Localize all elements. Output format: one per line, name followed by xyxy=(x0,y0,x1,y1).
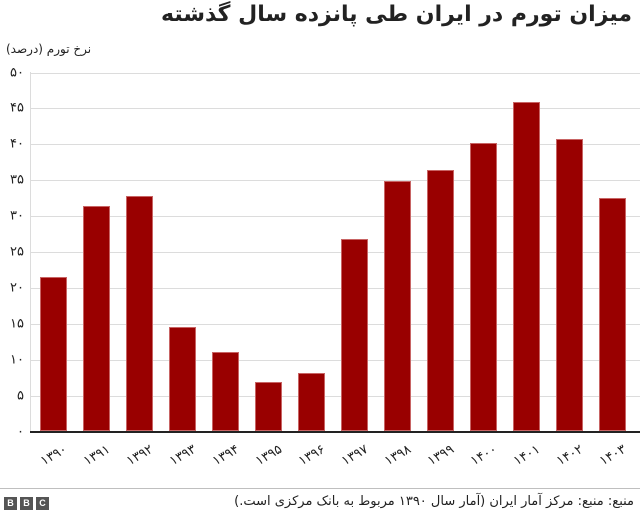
bar-1402 xyxy=(556,139,583,431)
bar-1399 xyxy=(427,170,454,431)
y-tick-label: ۲۰ xyxy=(10,280,24,296)
bar-1396 xyxy=(298,373,325,431)
bar-1393 xyxy=(169,327,196,431)
bar-1398 xyxy=(384,181,411,431)
gridline xyxy=(30,108,640,109)
gridline xyxy=(30,144,640,145)
bbc-logo-letter: C xyxy=(36,497,49,510)
footer-divider xyxy=(0,488,640,489)
x-tick-label: ۱۳۹۳ xyxy=(166,442,199,469)
bbc-logo-letter: B xyxy=(4,497,17,510)
bar-1400 xyxy=(470,142,497,431)
bar-1401 xyxy=(513,101,540,431)
gridline xyxy=(30,216,640,217)
x-tick-label: ۱۴۰۳ xyxy=(596,442,629,469)
gridline xyxy=(30,396,640,397)
x-tick-label: ۱۳۹۴ xyxy=(209,442,242,469)
bar-1391 xyxy=(83,205,110,431)
y-tick-label: ۴۵ xyxy=(10,100,24,116)
gridline xyxy=(30,360,640,361)
x-tick-label: ۱۳۹۷ xyxy=(338,442,371,469)
y-tick-label: ۳۰ xyxy=(10,208,24,224)
bar-1390 xyxy=(40,277,67,431)
y-tick-label: ۱۰ xyxy=(10,352,24,368)
x-tick-label: ۱۳۹۶ xyxy=(295,442,328,469)
gridline xyxy=(30,324,640,325)
y-tick-label: ۰ xyxy=(17,424,24,440)
y-tick-label: ۵۰ xyxy=(10,65,24,80)
x-tick-label: ۱۳۹۸ xyxy=(381,442,414,469)
x-tick-label: ۱۳۹۵ xyxy=(252,442,285,469)
y-axis-label: نرخ تورم (درصد) xyxy=(6,42,92,56)
x-tick-label: ۱۳۹۱ xyxy=(80,442,113,469)
x-tick-label: ۱۴۰۰ xyxy=(467,442,500,469)
y-tick-label: ۵ xyxy=(17,388,24,404)
gridline xyxy=(30,73,640,74)
chart-plot-area: ۰ ۵ ۱۰ ۱۵ ۲۰ ۲۵ ۳۰ ۳۵ ۴۰ ۴۵ ۵۰ ۱۳۹۰ ۱۳۹۱ ۱۳۹۲ ۱۳۹۳ ۱۳۹۴… xyxy=(10,65,640,469)
x-tick-label: ۱۳۹۹ xyxy=(424,442,457,469)
bar-1394 xyxy=(212,352,239,431)
gridline xyxy=(30,180,640,181)
gridline xyxy=(30,252,640,253)
chart-title: میزان تورم در ایران طی پانزده سال گذشته xyxy=(161,2,632,27)
x-tick-label: ۱۳۹۰ xyxy=(37,442,70,469)
y-tick-label: ۴۰ xyxy=(10,136,24,152)
y-tick-label: ۱۵ xyxy=(10,316,24,332)
bbc-logo: B B C xyxy=(4,497,49,510)
y-tick-label: ۳۵ xyxy=(10,172,24,188)
x-tick-label: ۱۳۹۲ xyxy=(123,442,156,469)
bar-1395 xyxy=(255,382,282,431)
bar-1403 xyxy=(599,198,626,431)
bbc-logo-letter: B xyxy=(20,497,33,510)
source-note: منبع: منبع: مرکز آمار ایران (آمار سال ۱۳… xyxy=(234,494,634,509)
x-tick-label: ۱۴۰۱ xyxy=(510,442,543,469)
y-tick-label: ۲۵ xyxy=(10,244,24,260)
bar-1392 xyxy=(126,196,153,431)
gridline xyxy=(30,288,640,289)
x-axis-baseline xyxy=(30,431,640,433)
bar-1397 xyxy=(341,238,368,431)
x-tick-label: ۱۴۰۲ xyxy=(553,442,586,469)
